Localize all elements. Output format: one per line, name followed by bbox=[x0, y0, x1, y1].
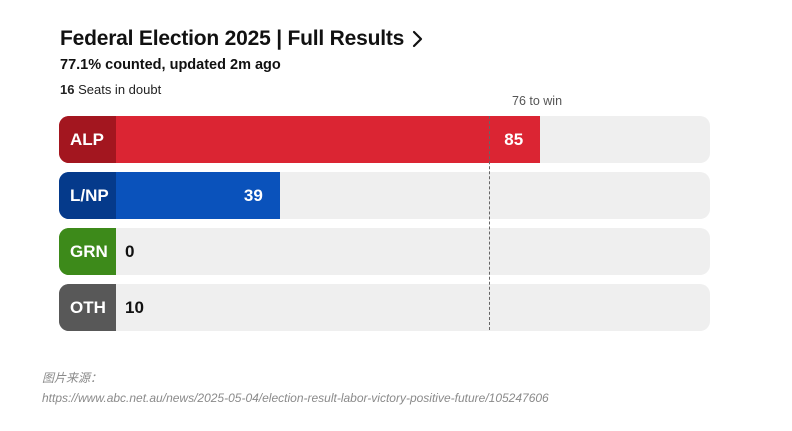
seats-in-doubt: 16 Seats in doubt bbox=[60, 82, 161, 97]
bar-alp bbox=[59, 116, 541, 163]
bar-track-grn: GRN 0 bbox=[59, 228, 710, 275]
party-label-grn: GRN bbox=[59, 228, 116, 275]
seats-in-doubt-count: 16 bbox=[60, 82, 75, 97]
threshold-line bbox=[489, 116, 490, 330]
source-url: https://www.abc.net.au/news/2025-05-04/e… bbox=[42, 391, 549, 405]
seat-bar-chart: ALP 85 L/NP 39 GRN 0 OTH 10 bbox=[59, 116, 710, 331]
party-label-l-np: L/NP bbox=[59, 172, 116, 219]
seats-in-doubt-label: Seats in doubt bbox=[74, 82, 162, 97]
source-label: 图片来源： bbox=[42, 371, 103, 385]
value-label-oth: 10 bbox=[125, 297, 144, 317]
party-label-oth: OTH bbox=[59, 284, 116, 331]
counted-status: 77.1% counted, updated 2m ago bbox=[60, 57, 281, 73]
value-label-l-np: 39 bbox=[243, 185, 263, 205]
party-label-alp: ALP bbox=[59, 116, 116, 163]
image-source: 图片来源： https://www.abc.net.au/news/2025-0… bbox=[42, 368, 549, 408]
chevron-right-icon bbox=[413, 30, 423, 48]
bar-track-oth: OTH 10 bbox=[59, 284, 710, 331]
threshold-label: 76 to win bbox=[512, 94, 563, 108]
title-link[interactable]: Federal Election 2025 | Full Results bbox=[60, 27, 424, 51]
bar-track-l-np: L/NP 39 bbox=[59, 172, 710, 219]
value-label-alp: 85 bbox=[504, 129, 524, 149]
bar-track-alp: ALP 85 bbox=[59, 116, 710, 163]
value-label-grn: 0 bbox=[125, 241, 135, 261]
page-title: Federal Election 2025 | Full Results bbox=[60, 27, 405, 50]
